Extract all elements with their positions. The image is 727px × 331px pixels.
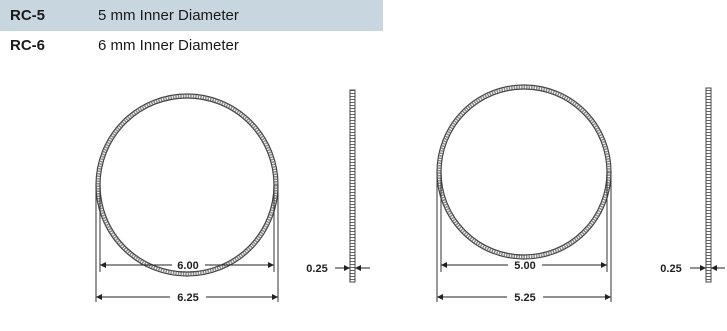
left-ring-inner-circle	[100, 98, 274, 272]
left-thickness: 0.25	[306, 263, 327, 275]
left-inner-dimension: 6.00	[177, 260, 198, 272]
left-side-profile	[350, 90, 355, 282]
left-ring-band	[98, 96, 276, 274]
right-inner-dimension: 5.00	[514, 260, 535, 272]
right-ring-band	[439, 87, 609, 257]
left-ring-front-view: 6.00 6.25	[96, 94, 278, 304]
right-side-profile	[706, 88, 711, 282]
right-ring-inner-circle	[441, 89, 607, 255]
left-ring-side-view: 0.25	[306, 90, 370, 282]
right-ring-side-view: 0.25	[660, 88, 725, 282]
right-outer-dimension: 5.25	[514, 292, 535, 304]
left-outer-dimension: 6.25	[177, 292, 198, 304]
right-thickness: 0.25	[660, 263, 681, 275]
right-ring-front-view: 5.00 5.25	[437, 85, 611, 304]
